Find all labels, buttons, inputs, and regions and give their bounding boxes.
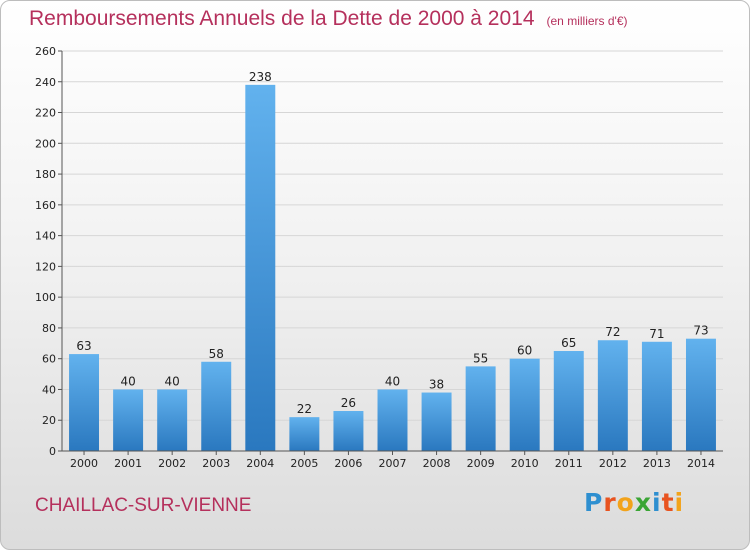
bar-2013 — [641, 341, 672, 451]
bar-2012 — [597, 340, 628, 451]
data-label-2008: 38 — [429, 378, 444, 392]
data-label-2014: 73 — [693, 324, 708, 338]
data-label-2012: 72 — [605, 325, 620, 339]
logo-letter: o — [616, 488, 635, 517]
y-tick-label: 60 — [42, 353, 56, 366]
x-tick-label-2009: 2009 — [467, 457, 495, 470]
bar-2014 — [685, 338, 716, 451]
x-tick-label-2013: 2013 — [643, 457, 671, 470]
bar-2009 — [465, 366, 496, 451]
y-tick-label: 80 — [42, 322, 56, 335]
data-label-2010: 60 — [517, 344, 532, 358]
x-tick-label-2014: 2014 — [687, 457, 715, 470]
logo-letter: i — [652, 488, 662, 517]
y-tick-label: 120 — [35, 260, 56, 273]
logo-letter: r — [603, 488, 617, 517]
town-name: CHAILLAC-SUR-VIENNE — [35, 495, 252, 516]
bar-2007 — [377, 389, 408, 451]
x-tick-label-2003: 2003 — [202, 457, 230, 470]
x-tick-label-2000: 2000 — [70, 457, 98, 470]
logo-letter: t — [661, 488, 675, 517]
x-tick-label-2004: 2004 — [246, 457, 274, 470]
data-label-2007: 40 — [385, 374, 400, 388]
y-tick-label: 180 — [35, 168, 56, 181]
data-label-2005: 22 — [297, 402, 312, 416]
y-tick-label: 260 — [35, 45, 56, 58]
data-label-2006: 26 — [341, 396, 356, 410]
bar-2001 — [113, 389, 144, 451]
chart-title: Remboursements Annuels de la Dette de 20… — [29, 7, 628, 31]
bar-2000 — [69, 354, 100, 451]
logo-letter: P — [584, 488, 604, 517]
bar-2005 — [289, 417, 320, 451]
data-label-2003: 58 — [209, 347, 224, 361]
y-tick-label: 220 — [35, 107, 56, 120]
x-tick-label-2001: 2001 — [114, 457, 142, 470]
y-tick-label: 160 — [35, 199, 56, 212]
y-tick-label: 0 — [49, 445, 56, 458]
x-tick-label-2008: 2008 — [423, 457, 451, 470]
x-tick-label-2007: 2007 — [379, 457, 407, 470]
data-label-2000: 63 — [76, 339, 91, 353]
proxiti-logo: Proxiti — [584, 488, 684, 517]
y-tick-label: 240 — [35, 76, 56, 89]
y-tick-label: 20 — [42, 414, 56, 427]
data-label-2002: 40 — [165, 374, 180, 388]
bar-2010 — [509, 358, 540, 451]
bar-2004 — [245, 84, 276, 451]
y-tick-label: 140 — [35, 230, 56, 243]
x-tick-label-2005: 2005 — [290, 457, 318, 470]
bar-2006 — [333, 411, 364, 451]
x-tick-label-2006: 2006 — [334, 457, 362, 470]
chart-title-text: Remboursements Annuels de la Dette de 20… — [29, 7, 535, 30]
y-tick-label: 200 — [35, 137, 56, 150]
logo-letter: x — [634, 488, 652, 517]
logo-letter: i — [674, 488, 685, 517]
x-tick-label-2010: 2010 — [511, 457, 539, 470]
data-label-2011: 65 — [561, 336, 576, 350]
bar-2008 — [421, 392, 452, 451]
bar-2002 — [157, 389, 188, 451]
bar-2003 — [201, 361, 232, 451]
data-label-2009: 55 — [473, 351, 488, 365]
x-tick-label-2011: 2011 — [555, 457, 583, 470]
bar-2011 — [553, 351, 584, 451]
chart-subtitle: (en milliers d'€) — [546, 14, 628, 28]
y-tick-label: 40 — [42, 383, 56, 396]
y-tick-label: 100 — [35, 291, 56, 304]
data-label-2001: 40 — [120, 374, 135, 388]
data-label-2004: 238 — [249, 70, 272, 84]
x-tick-label-2012: 2012 — [599, 457, 627, 470]
data-label-2013: 71 — [649, 327, 664, 341]
x-tick-label-2002: 2002 — [158, 457, 186, 470]
